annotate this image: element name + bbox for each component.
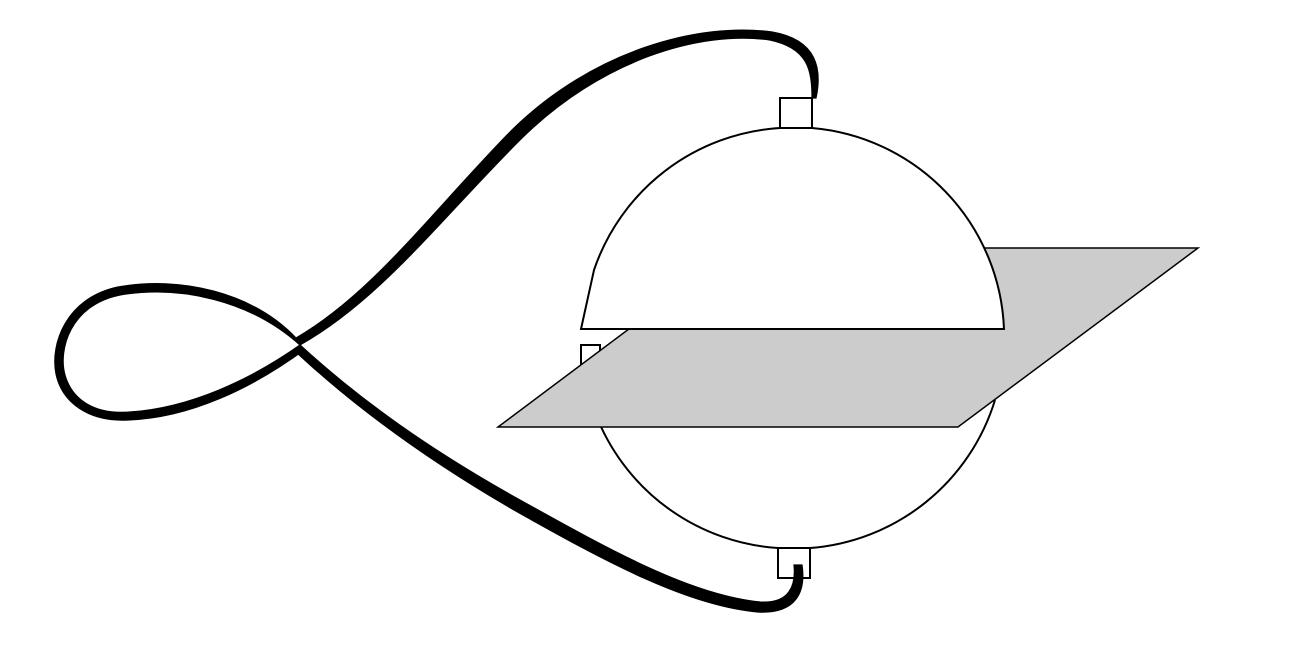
twisted-ribbon-lower	[295, 344, 804, 613]
top-connector	[779, 97, 813, 129]
sphere-upper-half	[579, 97, 1006, 330]
